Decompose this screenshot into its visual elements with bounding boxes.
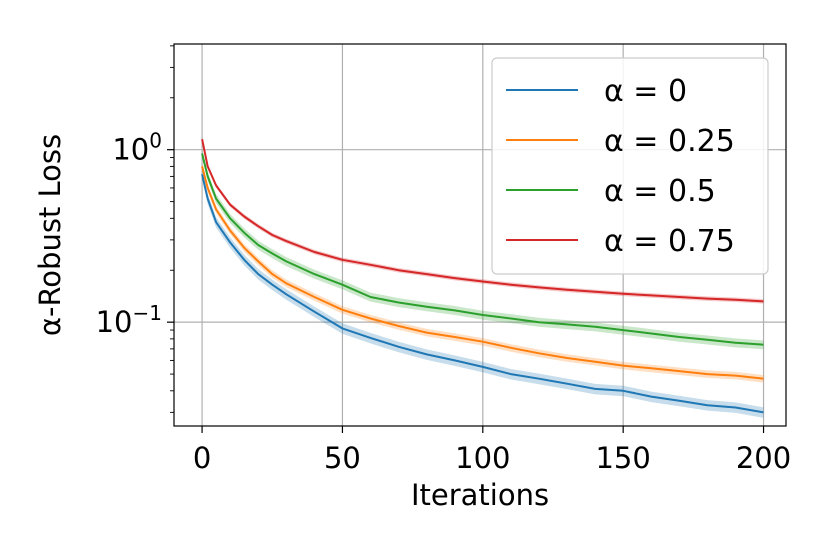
x-tick-label: 0 (193, 441, 211, 475)
x-tick-label: 150 (595, 441, 650, 475)
confidence-bands (202, 137, 764, 418)
x-axis-title: Iterations (411, 478, 549, 512)
series-line (201, 166, 764, 380)
series-lines (201, 138, 764, 414)
series-band (202, 137, 764, 304)
legend-box (491, 57, 769, 275)
x-tick-label: 50 (324, 441, 361, 475)
legend-label: α = 0.75 (604, 224, 735, 259)
plot-frame (173, 43, 787, 427)
legend-label: α = 0 (604, 74, 687, 109)
y-tick-label: 10−1 (96, 301, 162, 339)
legend: α = 0 α = 0.25 α = 0.5 α = 0.75 (491, 57, 769, 275)
y-tick-base: 10 (96, 305, 133, 339)
y-tick-exponent: 0 (149, 129, 162, 153)
y-axis-title: α-Robust Loss (33, 134, 67, 336)
y-tick-label: 100 (112, 129, 162, 167)
series-line (201, 138, 764, 303)
legend-label: α = 0.5 (604, 174, 716, 209)
series-band (202, 169, 764, 418)
series-line (201, 174, 764, 414)
series-line (201, 153, 764, 346)
x-tick-label: 200 (736, 441, 791, 475)
y-tick-exponent: −1 (133, 301, 162, 325)
x-tick-label: 100 (455, 441, 510, 475)
series-band (202, 162, 764, 383)
legend-label: α = 0.25 (604, 124, 735, 159)
y-tick-base: 10 (112, 133, 149, 167)
